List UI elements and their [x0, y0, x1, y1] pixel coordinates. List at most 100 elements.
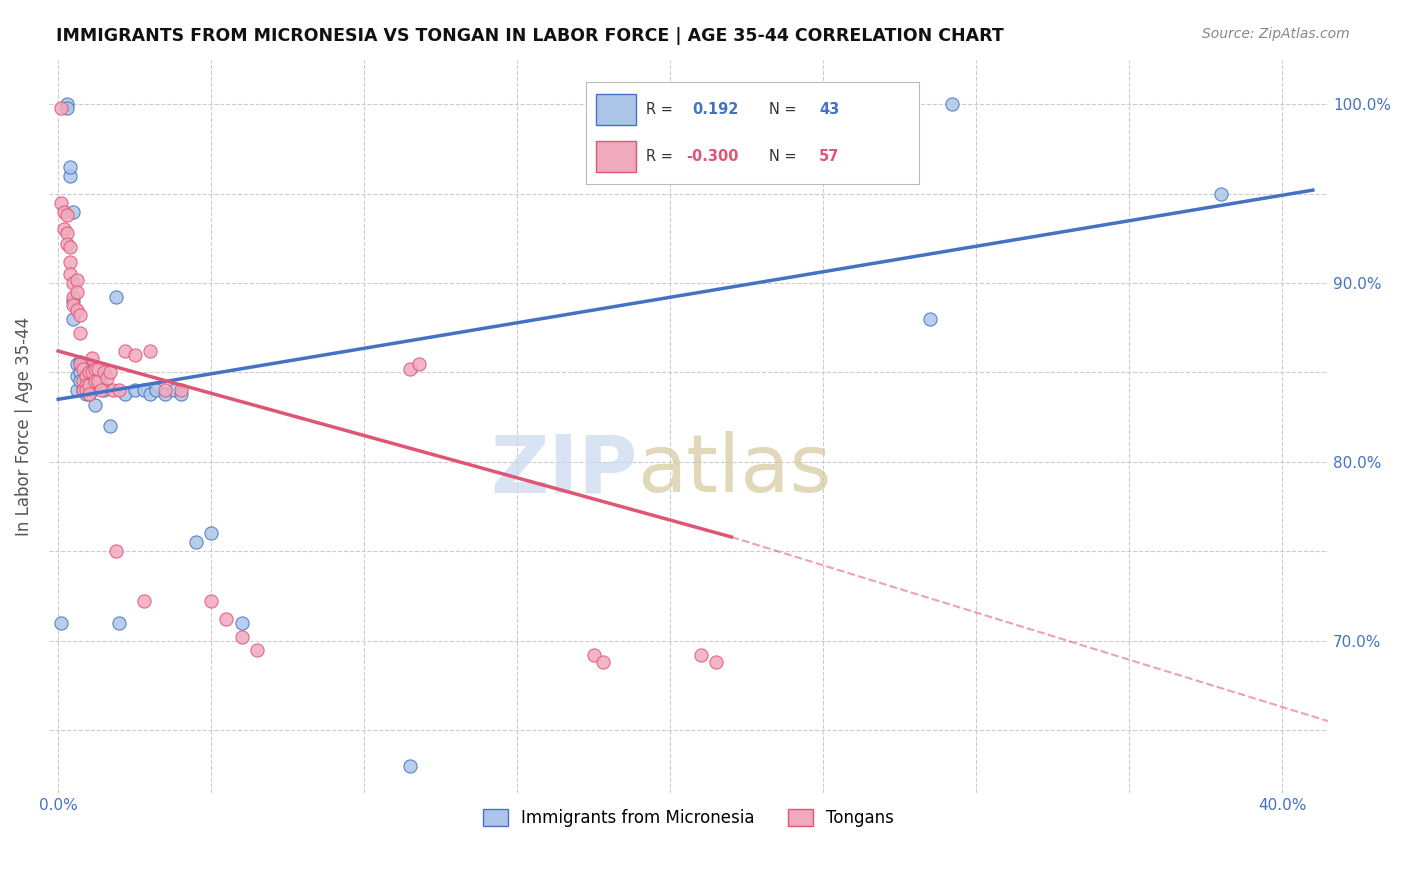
Point — [132, 594, 155, 608]
Point — [69, 355, 91, 369]
Point — [231, 630, 253, 644]
Point — [69, 308, 91, 322]
Point — [62, 204, 84, 219]
Point — [59, 254, 82, 268]
Point — [62, 290, 84, 304]
Point — [132, 384, 155, 398]
Point — [582, 648, 605, 662]
Point — [93, 366, 115, 380]
Point — [72, 384, 94, 398]
Point — [80, 351, 103, 366]
Point — [69, 375, 91, 389]
Point — [105, 544, 128, 558]
Point — [87, 362, 110, 376]
Point — [98, 419, 121, 434]
Point — [184, 535, 207, 549]
Legend: Immigrants from Micronesia, Tongans: Immigrants from Micronesia, Tongans — [475, 801, 903, 836]
Point — [592, 655, 614, 669]
Point — [62, 311, 84, 326]
Point — [75, 384, 97, 398]
Point — [98, 366, 121, 380]
Point — [77, 366, 100, 380]
Point — [59, 240, 82, 254]
Point — [69, 366, 91, 380]
Point — [139, 344, 162, 359]
Point — [408, 357, 430, 371]
Point — [114, 387, 136, 401]
Point — [65, 384, 87, 398]
Point — [51, 195, 73, 210]
Point — [139, 387, 162, 401]
Point — [62, 297, 84, 311]
Point — [80, 384, 103, 398]
Point — [65, 302, 87, 317]
Point — [65, 369, 87, 384]
Point — [124, 348, 146, 362]
Point — [114, 344, 136, 359]
Point — [1209, 186, 1232, 201]
Point — [65, 357, 87, 371]
Point — [72, 384, 94, 398]
Point — [75, 387, 97, 401]
Point — [93, 384, 115, 398]
Point — [56, 208, 79, 222]
Point — [59, 267, 82, 281]
Y-axis label: In Labor Force | Age 35-44: In Labor Force | Age 35-44 — [15, 317, 32, 536]
Point — [108, 615, 131, 630]
Point — [77, 387, 100, 401]
Text: Source: ZipAtlas.com: Source: ZipAtlas.com — [1202, 27, 1350, 41]
Point — [80, 366, 103, 380]
Point — [83, 375, 105, 389]
Point — [83, 398, 105, 412]
Point — [75, 369, 97, 384]
Point — [72, 362, 94, 376]
Point — [246, 642, 269, 657]
Point — [62, 293, 84, 308]
Point — [399, 759, 422, 773]
Point — [704, 655, 727, 669]
Point — [155, 384, 177, 398]
Point — [56, 101, 79, 115]
Point — [69, 326, 91, 340]
Point — [56, 226, 79, 240]
Point — [169, 384, 191, 398]
Point — [105, 290, 128, 304]
Point — [51, 101, 73, 115]
Text: IMMIGRANTS FROM MICRONESIA VS TONGAN IN LABOR FORCE | AGE 35-44 CORRELATION CHAR: IMMIGRANTS FROM MICRONESIA VS TONGAN IN … — [56, 27, 1004, 45]
Point — [163, 384, 186, 398]
Point — [124, 384, 146, 398]
Point — [90, 384, 112, 398]
Point — [87, 378, 110, 392]
Point — [59, 160, 82, 174]
Point — [77, 378, 100, 392]
Point — [53, 222, 76, 236]
Point — [65, 272, 87, 286]
Point — [689, 648, 711, 662]
Point — [920, 311, 942, 326]
Point — [169, 387, 191, 401]
Point — [72, 375, 94, 389]
Point — [941, 97, 963, 112]
Point — [75, 378, 97, 392]
Point — [200, 594, 222, 608]
Point — [215, 612, 238, 626]
Point — [231, 615, 253, 630]
Text: atlas: atlas — [637, 431, 832, 509]
Point — [72, 357, 94, 371]
Point — [51, 615, 73, 630]
Point — [96, 371, 118, 385]
Point — [90, 378, 112, 392]
Point — [77, 387, 100, 401]
Point — [65, 285, 87, 299]
Point — [83, 362, 105, 376]
Text: ZIP: ZIP — [491, 431, 637, 509]
Point — [77, 378, 100, 392]
Point — [399, 362, 422, 376]
Point — [56, 236, 79, 251]
Point — [103, 384, 125, 398]
Point — [53, 204, 76, 219]
Point — [62, 276, 84, 290]
Point — [56, 97, 79, 112]
Point — [155, 387, 177, 401]
Point — [75, 357, 97, 371]
